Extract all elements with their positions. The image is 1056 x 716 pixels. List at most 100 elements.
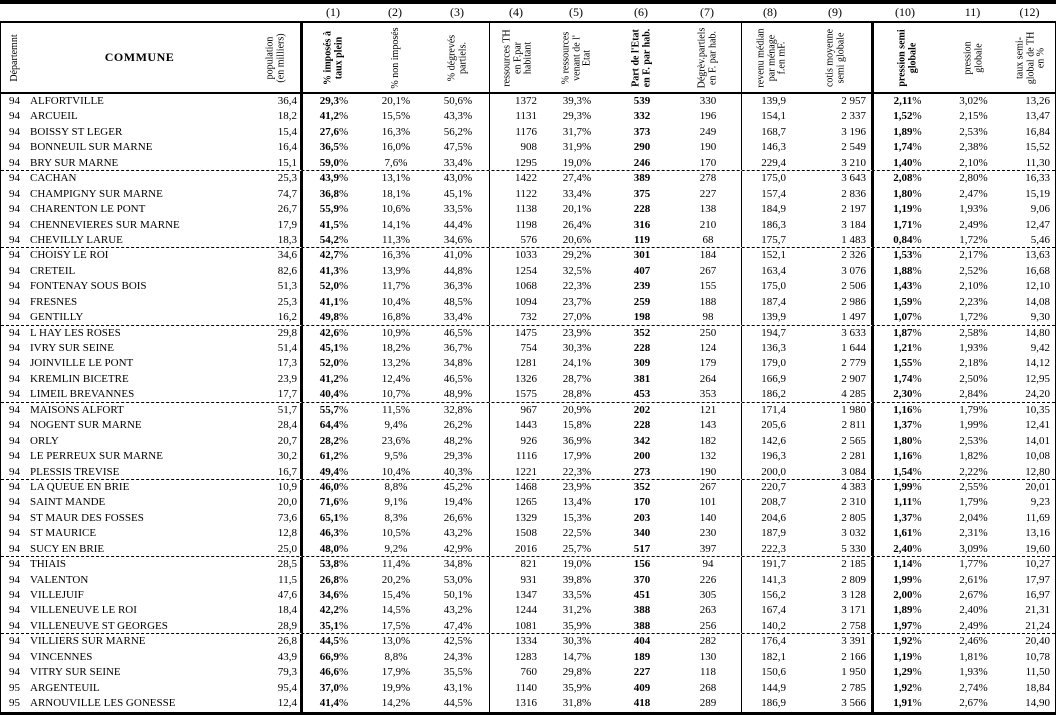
cell-c12: 15,52 xyxy=(1025,141,1050,154)
cell-population: 82,6 xyxy=(251,263,303,280)
cell-c8: 150,6 xyxy=(741,665,801,681)
cell-dept: 94 xyxy=(9,295,20,308)
cell-c10: 1,87% xyxy=(871,325,941,341)
cell-dept: 94 xyxy=(9,650,20,663)
cell-commune: LE PERREUX SUR MARNE xyxy=(30,450,163,463)
cell-c4: 1475 xyxy=(489,325,545,341)
cell-commune: CHAMPIGNY SUR MARNE xyxy=(30,187,163,200)
cell-c8: 191,7 xyxy=(741,557,801,573)
cell-c11: 2,22% xyxy=(959,465,988,478)
cell-dept: 94 xyxy=(9,249,20,262)
cell-c12: 13,63 xyxy=(1025,249,1050,262)
cell-c7: 182 xyxy=(699,434,717,447)
cell-c11: 1,93% xyxy=(959,203,988,216)
table-bottom-border xyxy=(0,711,1056,715)
cell-c8: 176,4 xyxy=(741,634,801,650)
cell-c6: 381 xyxy=(633,372,651,385)
col-number-spacer xyxy=(27,4,250,21)
header-col5: % ressources venant de l' Etat xyxy=(545,23,609,92)
cell-c7: 264 xyxy=(699,372,717,385)
cell-c9: 1 497 xyxy=(841,311,866,324)
cell-c9: 4 285 xyxy=(841,388,866,401)
cell-c1: 34,6% xyxy=(319,589,349,601)
cell-c8: 139,9 xyxy=(741,310,801,325)
cell-c7: 188 xyxy=(699,295,717,308)
cell-c1: 46,0% xyxy=(319,480,349,493)
cell-c6: 389 xyxy=(633,172,651,185)
cell-commune: CHOISY LE ROI xyxy=(30,249,109,262)
cell-c10: 1,54% xyxy=(871,464,941,479)
cell-c8: 144,9 xyxy=(741,680,801,697)
cell-c10: 1,07% xyxy=(871,310,941,325)
cell-c6: 202 xyxy=(633,403,651,416)
cell-c8: 220,7 xyxy=(741,479,801,496)
cell-c11: 1,72% xyxy=(959,311,988,324)
header-col8-label: revenu médian par ménage f.en mF. xyxy=(754,27,787,88)
cell-commune: VILLEJUIF xyxy=(30,589,84,601)
cell-c10: 1,21% xyxy=(871,341,941,357)
cell-c4: 1068 xyxy=(489,279,545,295)
cell-c1: 46,6% xyxy=(319,666,349,679)
cell-c6: 198 xyxy=(633,311,651,324)
cell-c4: 1334 xyxy=(489,634,545,650)
cell-c7: 226 xyxy=(699,573,717,586)
header-departement: Départemnt xyxy=(1,23,28,92)
cell-c1: 44,5% xyxy=(319,635,349,648)
cell-c4: 576 xyxy=(489,232,545,248)
cell-c1: 40,4% xyxy=(319,388,349,401)
cell-c9: 3 128 xyxy=(841,589,866,601)
cell-c6: 370 xyxy=(633,573,651,586)
cell-c3: 24,3% xyxy=(443,650,473,663)
cell-c11: 1,82% xyxy=(959,450,988,463)
cell-c8: 152,1 xyxy=(741,248,801,264)
cell-c5: 30,3% xyxy=(562,342,592,354)
cell-commune: ST MAURICE xyxy=(30,527,97,540)
cell-c12: 15,19 xyxy=(1025,187,1050,200)
cell-commune: ALFORTVILLE xyxy=(30,95,104,107)
cell-c6: 200 xyxy=(633,450,651,463)
cell-c11: 1,77% xyxy=(959,558,988,571)
cell-c8: 186,3 xyxy=(741,217,801,233)
cell-c2: 7,6% xyxy=(384,156,408,169)
cell-c9: 2 310 xyxy=(841,496,866,509)
cell-c2: 9,4% xyxy=(384,419,408,432)
table-row: 94 CHOISY LE ROI 34,6 42,7% 16,3% 41,0% 1033 29… xyxy=(1,248,1055,264)
cell-c8: 156,2 xyxy=(741,588,801,604)
cell-c10: 0,84% xyxy=(871,232,941,248)
cell-c10: 1,61% xyxy=(871,526,941,542)
cell-c10: 1,92% xyxy=(871,680,941,697)
cell-c10: 1,99% xyxy=(871,572,941,588)
cell-commune: FONTENAY SOUS BOIS xyxy=(30,280,147,293)
col-number: 11) xyxy=(964,5,981,19)
cell-c2: 10,4% xyxy=(381,465,411,478)
cell-c1: 55,7% xyxy=(319,403,349,416)
table-row: 94 SUCY EN BRIE 25,0 48,0% 9,2% 42,9% 2016 25,7… xyxy=(1,541,1055,558)
cell-c3: 33,4% xyxy=(443,311,473,324)
cell-c9: 1 980 xyxy=(841,403,866,416)
cell-c5: 32,5% xyxy=(562,264,592,277)
cell-c9: 2 811 xyxy=(841,419,866,432)
cell-c7: 132 xyxy=(699,450,717,463)
cell-population: 11,5 xyxy=(251,572,303,588)
cell-c8: 154,1 xyxy=(741,109,801,125)
cell-c10: 1,16% xyxy=(871,402,941,419)
cell-c5: 29,8% xyxy=(562,666,592,679)
cell-c11: 1,93% xyxy=(959,342,988,354)
cell-c8: 136,3 xyxy=(741,341,801,357)
cell-c3: 46,5% xyxy=(443,372,473,385)
cell-dept: 94 xyxy=(9,434,20,447)
cell-dept: 94 xyxy=(9,589,20,601)
cell-c9: 2 758 xyxy=(841,619,866,632)
cell-commune: CHEVILLY LARUE xyxy=(30,233,123,246)
table-row: 94 SAINT MANDE 20,0 71,6% 9,1% 19,4% 1265 13,4%… xyxy=(1,495,1055,511)
cell-c12: 19,60 xyxy=(1025,542,1050,555)
cell-c6: 451 xyxy=(633,589,651,601)
cell-c7: 94 xyxy=(702,558,714,571)
cell-c12: 24,20 xyxy=(1025,388,1050,401)
cell-c9: 3 210 xyxy=(841,156,866,169)
cell-c7: 249 xyxy=(699,125,717,138)
cell-c3: 33,5% xyxy=(443,203,473,216)
cell-c5: 19,0% xyxy=(562,558,592,571)
cell-c9: 2 785 xyxy=(841,681,866,694)
cell-c2: 15,5% xyxy=(381,110,411,123)
